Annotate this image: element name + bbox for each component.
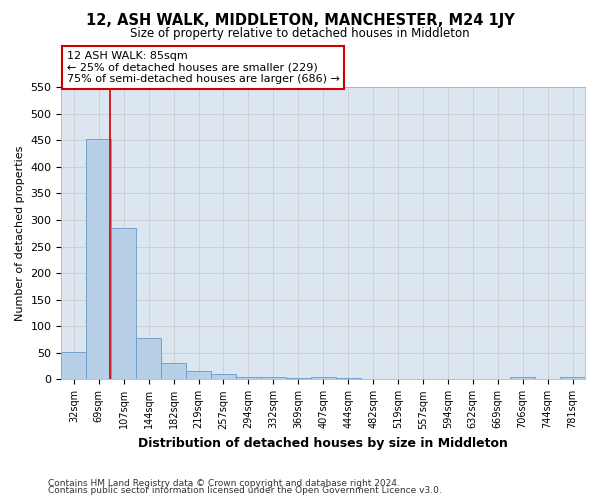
Text: 12 ASH WALK: 85sqm
← 25% of detached houses are smaller (229)
75% of semi-detach: 12 ASH WALK: 85sqm ← 25% of detached hou… xyxy=(67,51,340,84)
Bar xyxy=(335,378,361,380)
Bar xyxy=(560,377,585,380)
Text: Contains public sector information licensed under the Open Government Licence v3: Contains public sector information licen… xyxy=(48,486,442,495)
Bar xyxy=(111,228,136,380)
Text: 12, ASH WALK, MIDDLETON, MANCHESTER, M24 1JY: 12, ASH WALK, MIDDLETON, MANCHESTER, M24… xyxy=(86,12,514,28)
Bar xyxy=(261,377,286,380)
X-axis label: Distribution of detached houses by size in Middleton: Distribution of detached houses by size … xyxy=(138,437,508,450)
Bar xyxy=(236,377,261,380)
Bar xyxy=(510,377,535,380)
Bar xyxy=(186,372,211,380)
Text: Contains HM Land Registry data © Crown copyright and database right 2024.: Contains HM Land Registry data © Crown c… xyxy=(48,478,400,488)
Bar xyxy=(136,338,161,380)
Bar xyxy=(61,352,86,380)
Bar xyxy=(211,374,236,380)
Text: Size of property relative to detached houses in Middleton: Size of property relative to detached ho… xyxy=(130,28,470,40)
Bar xyxy=(286,378,311,380)
Bar xyxy=(161,364,186,380)
Bar xyxy=(86,139,111,380)
Bar xyxy=(311,377,335,380)
Y-axis label: Number of detached properties: Number of detached properties xyxy=(15,146,25,321)
